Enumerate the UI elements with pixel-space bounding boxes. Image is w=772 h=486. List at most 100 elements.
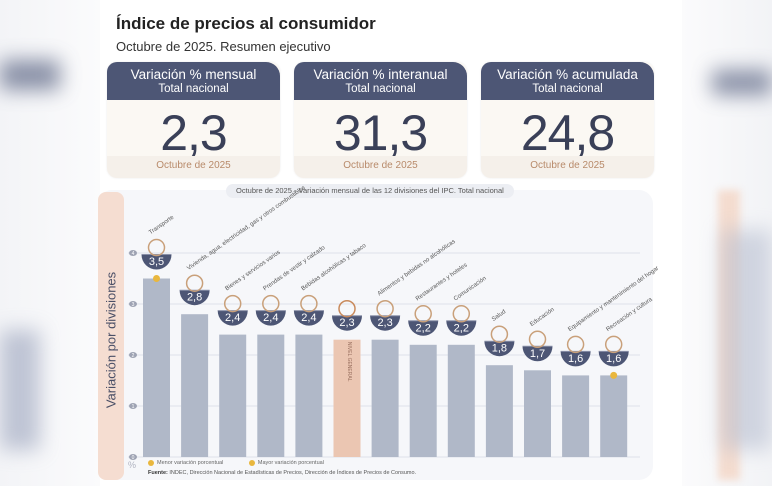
value-badge bbox=[560, 351, 591, 367]
card-period: Octubre de 2025 bbox=[107, 156, 280, 178]
division-icon bbox=[185, 274, 204, 292]
value-label: 2,2 bbox=[416, 322, 431, 334]
card-title: Variación % mensual bbox=[130, 67, 257, 82]
card-header: Variación % interanual Total nacional bbox=[294, 62, 467, 100]
value-badge bbox=[255, 310, 286, 326]
y-tick-label: 1 bbox=[132, 404, 135, 410]
y-tick-marker bbox=[129, 301, 137, 307]
value-badge bbox=[179, 290, 210, 306]
value-badge bbox=[408, 320, 439, 336]
category-label: Bebidas alcohólicas y tabaco bbox=[301, 243, 368, 293]
value-label: 1,6 bbox=[568, 353, 583, 365]
value-badge bbox=[370, 315, 401, 331]
division-icon bbox=[223, 294, 242, 313]
card-period: Octubre de 2025 bbox=[294, 156, 467, 178]
bar bbox=[485, 365, 513, 457]
value-badge bbox=[293, 310, 324, 326]
value-label: 1,6 bbox=[606, 353, 621, 365]
value-label: 2,8 bbox=[187, 292, 202, 304]
value-label: 3,5 bbox=[149, 256, 164, 268]
y-tick-label: 2 bbox=[132, 353, 135, 359]
division-icon bbox=[147, 238, 166, 257]
card-title: Variación % interanual bbox=[313, 67, 448, 82]
value-label: 1,7 bbox=[530, 348, 545, 360]
y-tick-marker bbox=[129, 352, 137, 358]
value-label: 2,3 bbox=[339, 317, 354, 329]
bar bbox=[181, 314, 209, 457]
card-value: 2,3 bbox=[160, 105, 228, 161]
value-badge bbox=[332, 315, 362, 331]
value-label: 1,8 bbox=[492, 343, 507, 355]
bar bbox=[562, 375, 590, 457]
value-label: 2,3 bbox=[377, 317, 392, 329]
division-icon bbox=[528, 330, 547, 349]
bar bbox=[143, 278, 170, 457]
category-label: Alimentos y bebidas no alcohólicas bbox=[377, 239, 457, 297]
card-yearly: Variación % interanual Total nacional 31… bbox=[294, 62, 467, 178]
value-badge bbox=[217, 310, 248, 326]
category-label: Salud bbox=[491, 309, 507, 323]
card-scope: Total nacional bbox=[345, 83, 416, 95]
max-marker bbox=[153, 275, 160, 282]
value-label: 2,4 bbox=[225, 312, 240, 324]
card-scope: Total nacional bbox=[158, 83, 229, 95]
division-icon bbox=[604, 335, 623, 354]
card-value: 24,8 bbox=[520, 105, 615, 161]
category-label: Prendas de vestir y calzado bbox=[263, 245, 327, 293]
y-tick-marker bbox=[129, 403, 137, 409]
division-icon bbox=[566, 335, 585, 354]
value-label: 2,4 bbox=[301, 312, 316, 324]
chart-title: Octubre de 2025 - Variación mensual de l… bbox=[226, 184, 514, 198]
bar bbox=[524, 370, 551, 457]
value-label: 2,2 bbox=[454, 322, 469, 334]
card-monthly: Variación % mensual Total nacional 2,3 O… bbox=[107, 62, 280, 178]
source-note: Fuente: INDEC, Dirección Nacional de Est… bbox=[148, 470, 417, 476]
y-tick-marker bbox=[129, 250, 137, 256]
value-label: 2,4 bbox=[263, 312, 278, 324]
value-badge bbox=[446, 320, 477, 336]
division-icon bbox=[338, 299, 356, 318]
division-icon bbox=[490, 325, 509, 343]
background-blur-right bbox=[682, 0, 772, 486]
y-axis-unit: % bbox=[128, 460, 137, 470]
bar bbox=[295, 334, 323, 457]
page-title: Índice de precios al consumidor bbox=[116, 14, 376, 33]
bar bbox=[371, 339, 399, 457]
min-marker-icon bbox=[148, 460, 154, 466]
card-scope: Total nacional bbox=[532, 83, 603, 95]
value-badge bbox=[484, 341, 515, 357]
bar bbox=[600, 375, 628, 457]
bar-highlight-label: NIVEL GENERAL bbox=[346, 342, 352, 382]
background-blur-left bbox=[0, 0, 100, 486]
value-badge bbox=[522, 346, 553, 362]
card-period: Octubre de 2025 bbox=[481, 156, 654, 178]
value-badge bbox=[141, 254, 172, 270]
bar bbox=[219, 334, 247, 457]
category-label: Vivienda, agua, electricidad, gas y otro… bbox=[186, 185, 306, 272]
y-tick-label: 4 bbox=[132, 251, 135, 257]
chart-legend: Menor variación porcentual Mayor variaci… bbox=[148, 460, 348, 466]
bar bbox=[409, 344, 437, 457]
card-value: 31,3 bbox=[333, 105, 428, 161]
card-accumulated: Variación % acumulada Total nacional 24,… bbox=[481, 62, 654, 178]
y-tick-label: 0 bbox=[132, 455, 135, 461]
bar bbox=[333, 339, 361, 457]
division-icon bbox=[376, 299, 394, 318]
division-icon bbox=[300, 294, 318, 313]
division-icon bbox=[262, 294, 280, 313]
legend-item-min: Menor variación porcentual bbox=[148, 460, 223, 466]
division-icon bbox=[414, 305, 432, 323]
y-tick-label: 3 bbox=[132, 302, 135, 308]
bar bbox=[257, 334, 285, 457]
card-header: Variación % acumulada Total nacional bbox=[481, 62, 654, 100]
y-tick-marker bbox=[129, 454, 137, 460]
category-label: Comunicación bbox=[453, 276, 488, 303]
division-icon bbox=[452, 305, 471, 323]
value-badge bbox=[598, 351, 629, 367]
page-subtitle: Octubre de 2025. Resumen ejecutivo bbox=[116, 39, 331, 54]
legend-item-max: Mayor variación porcentual bbox=[248, 460, 324, 466]
card-header: Variación % mensual Total nacional bbox=[107, 62, 280, 100]
card-title: Variación % acumulada bbox=[497, 67, 638, 82]
bar bbox=[447, 344, 475, 457]
